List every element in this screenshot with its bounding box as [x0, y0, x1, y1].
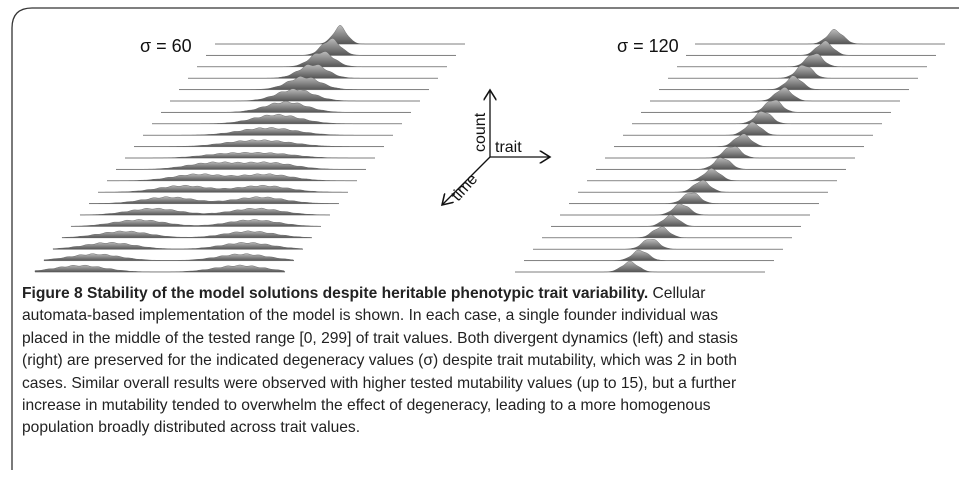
caption-line: placed in the middle of the tested range… [22, 329, 738, 347]
panel-label: σ = 120 [617, 36, 679, 56]
caption-text: Cellular [652, 285, 706, 302]
ridge [125, 152, 375, 159]
ridge [79, 207, 331, 216]
caption-line: increase in mutability tended to overwhe… [22, 397, 711, 415]
ridge [614, 133, 864, 147]
ridge [569, 192, 819, 204]
ridge [70, 219, 322, 227]
ridge [533, 239, 783, 250]
ridge [43, 253, 295, 261]
ridge [605, 146, 855, 159]
ridge [677, 53, 927, 67]
ridge [98, 184, 348, 193]
caption-line: Figure 8 Stability of the model solution… [22, 283, 947, 305]
ridge [551, 214, 801, 227]
ridge [152, 114, 402, 124]
caption-line: population broadly distributed across tr… [22, 419, 361, 437]
ridge [179, 76, 429, 90]
ridge [52, 242, 304, 250]
ridge [197, 51, 447, 67]
ridge [695, 29, 945, 45]
ridge [587, 167, 837, 181]
ridge [188, 64, 438, 79]
panel-label: σ = 60 [140, 36, 192, 56]
ridge [206, 38, 456, 56]
ridge [215, 25, 465, 45]
ridge [116, 161, 366, 170]
ridge [641, 99, 891, 113]
axis-label: time [448, 171, 481, 205]
caption: Figure 8 Stability of the model solution… [22, 283, 947, 440]
ridge [524, 249, 774, 261]
caption-label: Figure 8 [22, 285, 83, 302]
axis-label: trait [495, 139, 522, 156]
ridge [143, 127, 393, 136]
ridge [542, 226, 792, 238]
ridgelines [34, 25, 945, 273]
caption-title: Stability of the model solutions despite… [87, 285, 649, 302]
ridge [61, 230, 313, 238]
ridge [134, 139, 384, 147]
ridge [34, 264, 286, 273]
ridge [623, 121, 873, 136]
ridge [632, 111, 882, 124]
axis-label: count [472, 112, 489, 152]
ridge [650, 86, 900, 102]
caption-line: automata-based implementation of the mod… [22, 307, 719, 325]
caption-line: (right) are preserved for the indicated … [22, 352, 737, 370]
ridge [596, 157, 846, 170]
ridge [88, 196, 339, 204]
ridge [578, 179, 828, 193]
time-arrow [442, 156, 491, 205]
ridge [560, 203, 810, 216]
ridge [659, 75, 909, 90]
ridge [107, 173, 357, 181]
ridge [161, 100, 411, 113]
frame [11, 7, 959, 470]
ridge [170, 88, 420, 102]
ridge [686, 40, 936, 56]
caption-line: cases. Similar overall results were obse… [22, 374, 737, 392]
ridge [515, 260, 765, 273]
